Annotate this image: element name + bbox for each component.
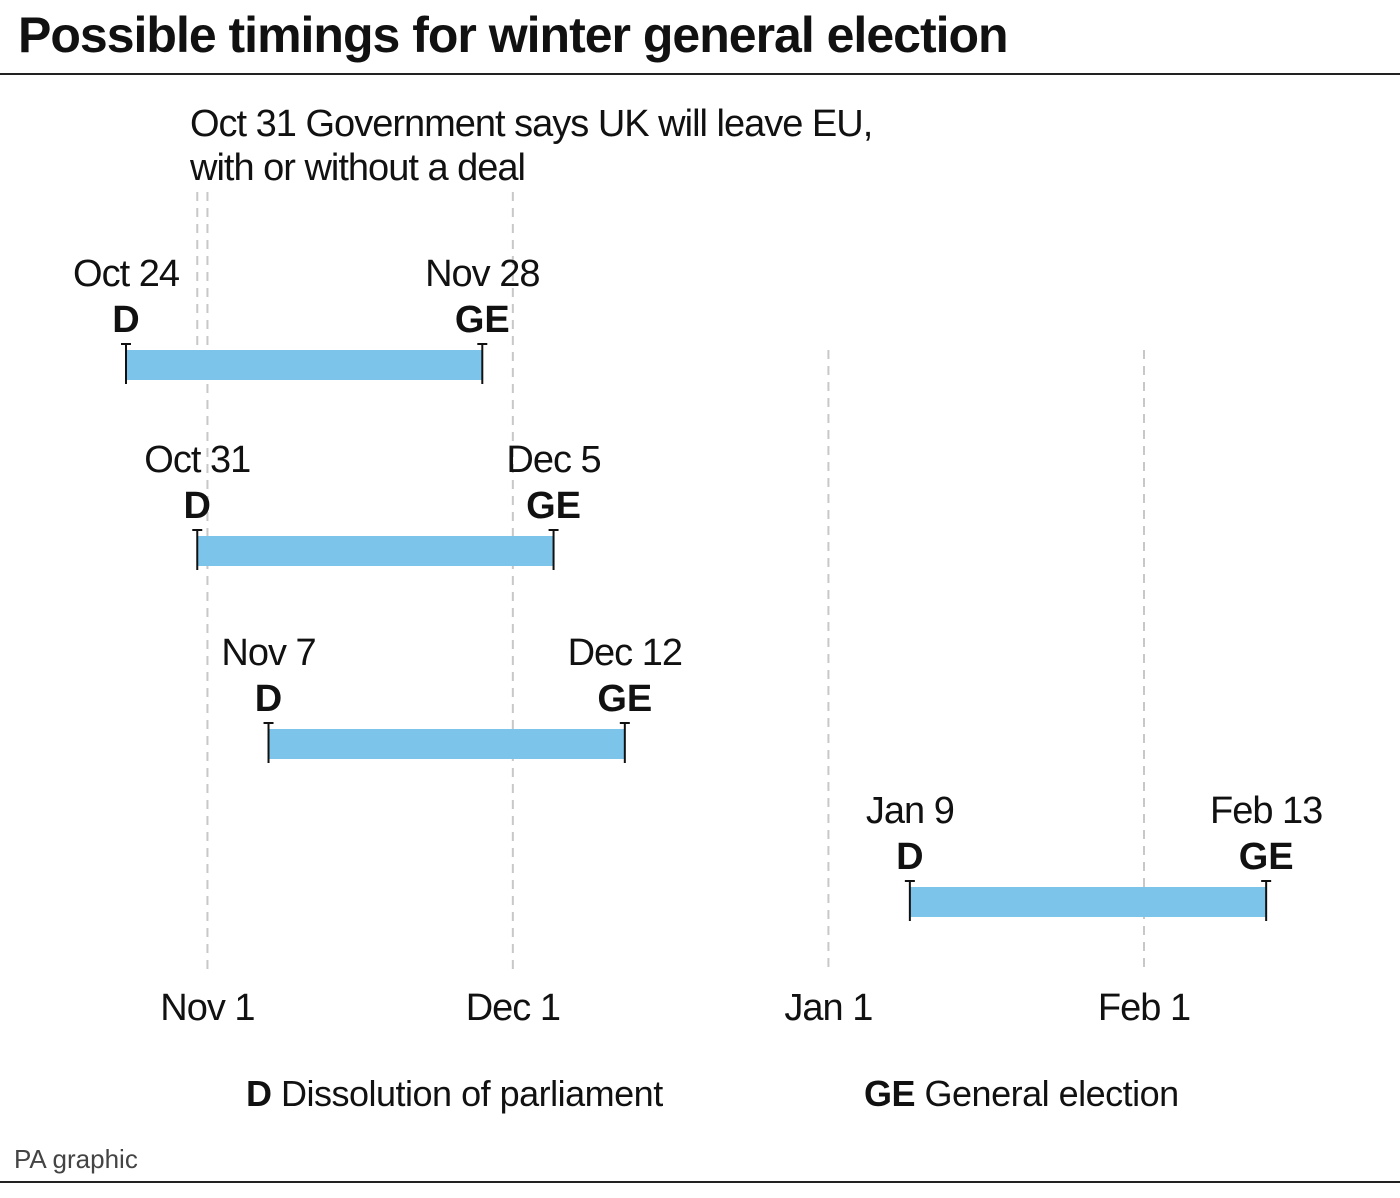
start-date-label: Oct 24	[73, 253, 180, 295]
end-code-label: GE	[455, 299, 510, 341]
annotation-text: Oct 31 Government says UK will leave EU,	[190, 103, 872, 145]
annotation-layer: Oct 31 Government says UK will leave EU,…	[189, 103, 873, 189]
tick-label: Dec 1	[466, 987, 560, 1029]
end-date-label: Dec 5	[506, 439, 600, 481]
timeline-chart: Oct 31 Government says UK will leave EU,…	[73, 103, 1323, 1114]
timeline-bar-group: Oct 31D Dec 5GE	[144, 439, 602, 570]
legend-item: D Dissolution of parliament	[246, 1073, 663, 1114]
legend-text: Dissolution of parliament	[272, 1073, 664, 1114]
timeline-bar	[126, 350, 483, 380]
end-code-label: GE	[597, 678, 652, 720]
start-code-label: D	[184, 485, 211, 527]
start-code-label: D	[896, 836, 923, 878]
annotation-text-line-2: with or without a deal	[189, 147, 525, 189]
tick-label: Jan 1	[784, 987, 872, 1029]
title-divider	[0, 73, 1400, 75]
end-date-label: Dec 12	[568, 632, 682, 674]
legend-layer: D Dissolution of parliament GE General el…	[246, 1073, 1179, 1114]
legend-text: General election	[915, 1073, 1179, 1114]
start-code-label: D	[255, 678, 282, 720]
tick-layer: Nov 1 Dec 1 Jan 1 Feb 1	[160, 987, 1191, 1029]
start-date-label: Jan 9	[866, 790, 954, 832]
start-date-label: Nov 7	[221, 632, 315, 674]
end-date-label: Feb 13	[1210, 790, 1322, 832]
tick-label: Feb 1	[1098, 987, 1190, 1029]
legend-code: GE	[864, 1073, 915, 1114]
timeline-bar	[197, 536, 554, 566]
timeline-bar	[268, 729, 625, 759]
start-date-label: Oct 31	[144, 439, 250, 481]
tick-label: Nov 1	[160, 987, 254, 1029]
legend-item: GE General election	[864, 1073, 1179, 1114]
grid-layer	[196, 192, 1145, 972]
timeline-bar	[909, 887, 1267, 917]
end-code-label: GE	[1239, 836, 1294, 878]
start-code-label: D	[112, 299, 139, 341]
end-date-label: Nov 28	[425, 253, 539, 295]
end-code-label: GE	[526, 485, 581, 527]
chart-title: Possible timings for winter general elec…	[18, 7, 1009, 63]
footer-divider	[0, 1181, 1400, 1183]
credit: PA graphic	[14, 1144, 138, 1174]
legend-code: D	[246, 1073, 272, 1114]
